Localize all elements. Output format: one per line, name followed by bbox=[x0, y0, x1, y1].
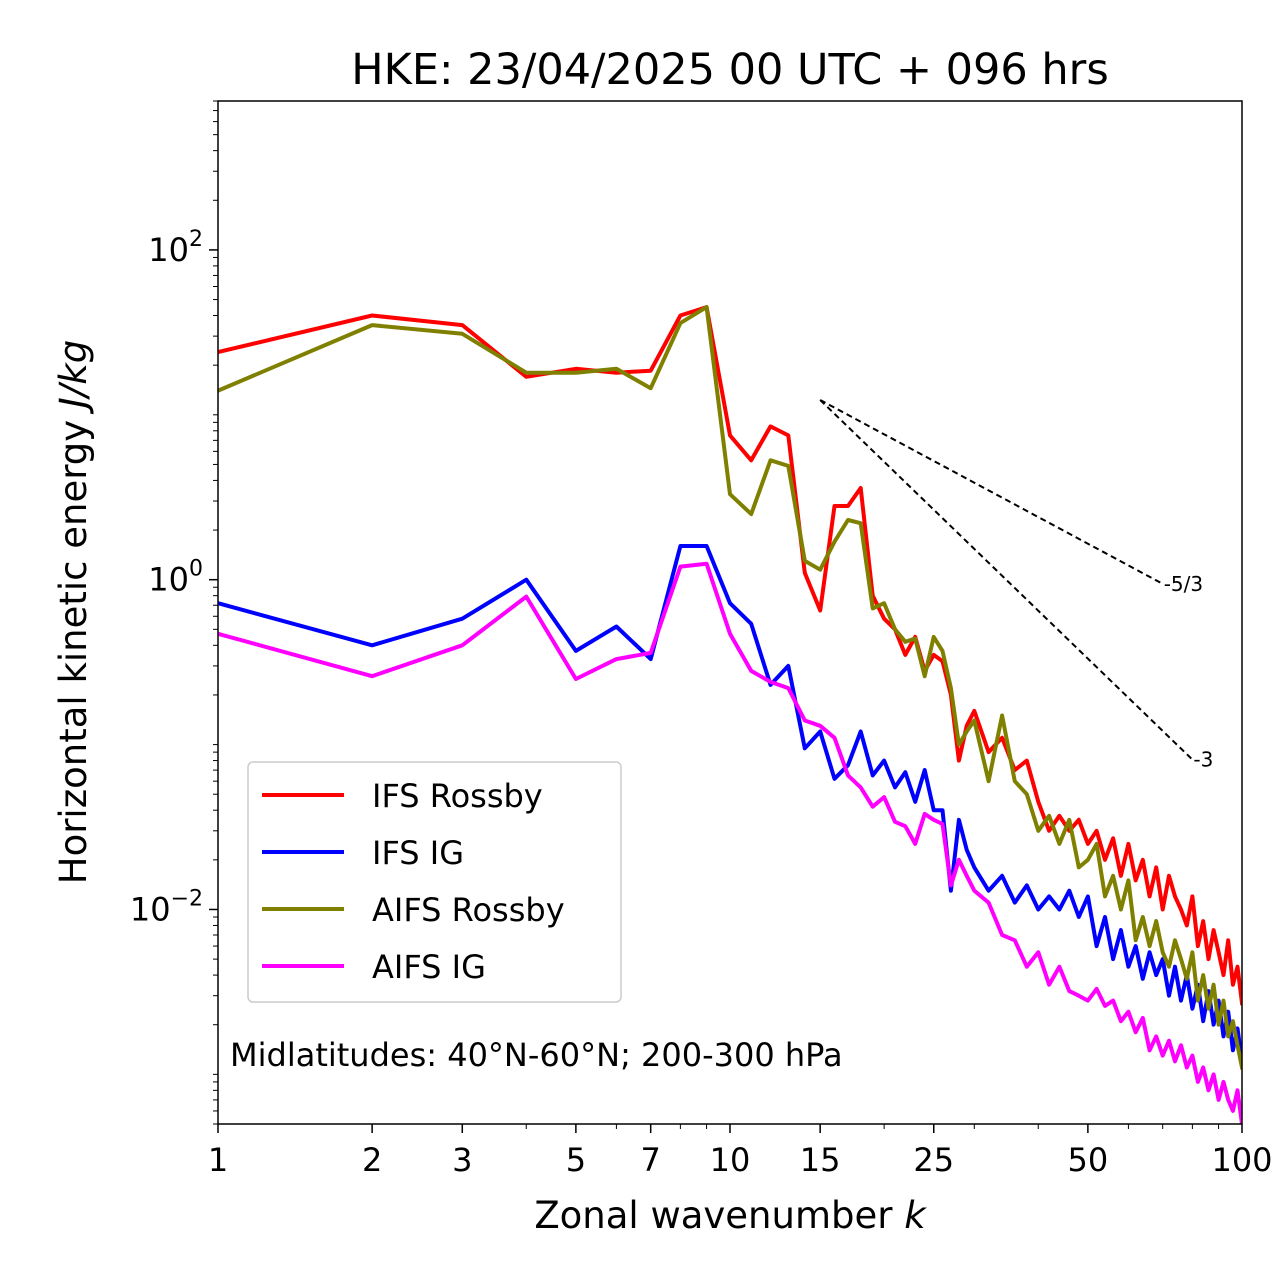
reference-slope-labels: -5/3 -3 bbox=[1164, 572, 1214, 772]
region-annotation: Midlatitudes: 40°N-60°N; 200-300 hPa bbox=[230, 1036, 843, 1074]
y-axis-label: Horizontal kinetic energy J/kg bbox=[52, 340, 95, 884]
legend: IFS Rossby IFS IG AIFS Rossby AIFS IG bbox=[247, 761, 622, 1003]
y-axis-ticks: 10−2 100 102 bbox=[130, 100, 218, 1125]
x-tick-label: 5 bbox=[566, 1141, 586, 1179]
reference-line-1 bbox=[819, 399, 1164, 585]
reference-line-2 bbox=[819, 399, 1194, 761]
x-tick-label: 50 bbox=[1068, 1141, 1109, 1179]
y-tick-label: 102 bbox=[148, 227, 203, 269]
x-tick-label: 15 bbox=[800, 1141, 841, 1179]
series-line-aifs-rossby bbox=[218, 305, 1242, 1070]
x-axis-label: Zonal wavenumber k bbox=[534, 1194, 927, 1237]
x-tick-label: 7 bbox=[641, 1141, 661, 1179]
x-tick-label: 10 bbox=[710, 1141, 751, 1179]
reference-line-label-1: -5/3 bbox=[1164, 572, 1203, 596]
legend-label-aifs-ig: AIFS IG bbox=[372, 948, 486, 986]
x-tick-label: 3 bbox=[452, 1141, 472, 1179]
reference-line-label-2: -3 bbox=[1193, 748, 1213, 772]
series-lines bbox=[218, 305, 1242, 1124]
x-axis-label-var: k bbox=[904, 1194, 927, 1237]
x-tick-label: 1 bbox=[208, 1141, 228, 1179]
y-axis-label-text: Horizontal kinetic energy bbox=[52, 420, 95, 884]
x-axis-label-text: Zonal wavenumber bbox=[534, 1194, 893, 1237]
legend-frame bbox=[247, 761, 622, 1003]
chart-title: HKE: 23/04/2025 00 UTC + 096 hrs bbox=[351, 45, 1108, 95]
x-axis-ticks: 1 2 3 5 7 10 15 25 50 100 bbox=[208, 1124, 1273, 1179]
x-tick-label: 2 bbox=[362, 1141, 382, 1179]
legend-label-ifs-ig: IFS IG bbox=[372, 834, 464, 872]
legend-label-ifs-rossby: IFS Rossby bbox=[372, 777, 543, 815]
reference-slope-lines bbox=[819, 399, 1194, 761]
x-tick-label: 25 bbox=[913, 1141, 954, 1179]
x-tick-label: 100 bbox=[1211, 1141, 1272, 1179]
y-tick-label: 100 bbox=[148, 557, 203, 599]
legend-label-aifs-rossby: AIFS Rossby bbox=[372, 891, 565, 929]
series-line-ifs-ig bbox=[218, 544, 1242, 1064]
y-axis-label-unit: J/kg bbox=[52, 340, 95, 415]
series-line-aifs-ig bbox=[218, 561, 1242, 1124]
series-line-ifs-rossby bbox=[218, 305, 1242, 1006]
y-tick-label: 10−2 bbox=[130, 886, 203, 928]
